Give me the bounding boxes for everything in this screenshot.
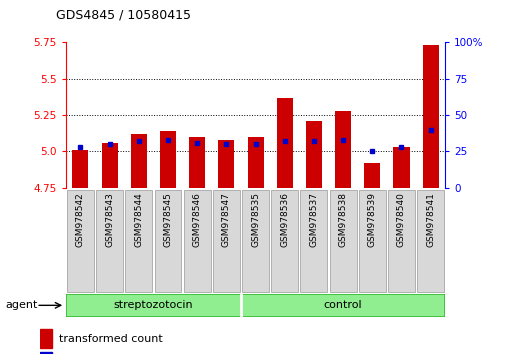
FancyBboxPatch shape xyxy=(241,190,269,292)
Bar xyxy=(160,131,176,188)
FancyBboxPatch shape xyxy=(66,294,444,317)
Bar xyxy=(334,111,350,188)
FancyBboxPatch shape xyxy=(329,190,356,292)
Text: GSM978546: GSM978546 xyxy=(192,192,201,247)
Bar xyxy=(40,352,52,354)
Bar xyxy=(393,147,409,188)
Bar xyxy=(189,137,205,188)
Text: GSM978537: GSM978537 xyxy=(309,192,318,247)
FancyBboxPatch shape xyxy=(67,190,93,292)
FancyBboxPatch shape xyxy=(154,190,181,292)
Text: GSM978542: GSM978542 xyxy=(76,192,85,247)
Text: control: control xyxy=(323,300,362,310)
Text: transformed count: transformed count xyxy=(59,334,162,344)
FancyBboxPatch shape xyxy=(417,190,443,292)
Bar xyxy=(422,45,438,188)
FancyBboxPatch shape xyxy=(271,190,297,292)
Text: GSM978540: GSM978540 xyxy=(396,192,405,247)
Bar xyxy=(102,143,117,188)
Text: GSM978547: GSM978547 xyxy=(221,192,230,247)
Text: GDS4845 / 10580415: GDS4845 / 10580415 xyxy=(56,8,190,21)
Text: agent: agent xyxy=(5,300,37,310)
Bar xyxy=(72,150,88,188)
Bar xyxy=(276,98,292,188)
FancyBboxPatch shape xyxy=(183,190,210,292)
Text: GSM978535: GSM978535 xyxy=(250,192,260,247)
Bar xyxy=(40,329,52,348)
Text: GSM978536: GSM978536 xyxy=(280,192,289,247)
Bar xyxy=(218,140,234,188)
Text: GSM978545: GSM978545 xyxy=(163,192,172,247)
Bar xyxy=(364,163,380,188)
Text: streptozotocin: streptozotocin xyxy=(113,300,193,310)
FancyBboxPatch shape xyxy=(96,190,123,292)
Text: GSM978543: GSM978543 xyxy=(105,192,114,247)
Bar xyxy=(130,134,146,188)
Text: GSM978544: GSM978544 xyxy=(134,192,143,247)
Bar xyxy=(247,137,263,188)
FancyBboxPatch shape xyxy=(125,190,152,292)
FancyBboxPatch shape xyxy=(213,190,239,292)
FancyBboxPatch shape xyxy=(358,190,385,292)
FancyBboxPatch shape xyxy=(387,190,414,292)
Text: GSM978538: GSM978538 xyxy=(338,192,347,247)
Bar xyxy=(306,121,321,188)
Text: GSM978541: GSM978541 xyxy=(425,192,434,247)
Text: GSM978539: GSM978539 xyxy=(367,192,376,247)
FancyBboxPatch shape xyxy=(300,190,327,292)
